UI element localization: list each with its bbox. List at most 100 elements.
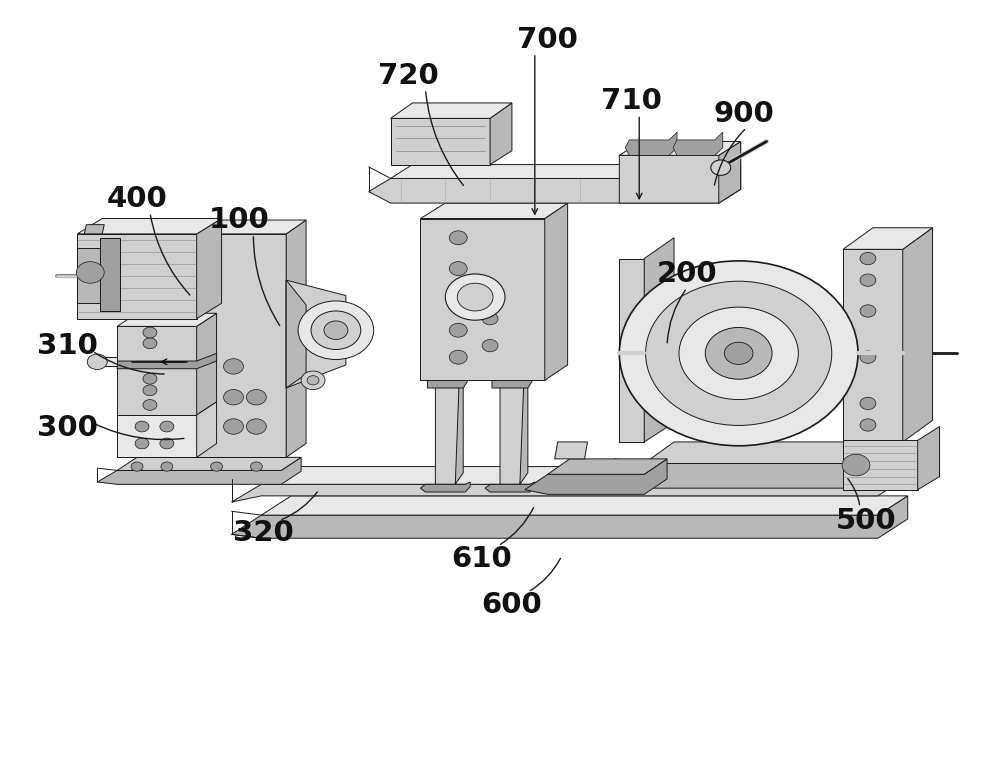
Text: 720: 720 [378, 62, 439, 90]
Text: 610: 610 [452, 545, 512, 573]
Circle shape [160, 438, 174, 449]
Polygon shape [117, 353, 217, 369]
Polygon shape [420, 219, 545, 380]
Circle shape [246, 419, 266, 435]
Circle shape [324, 321, 348, 339]
Polygon shape [261, 466, 908, 484]
Circle shape [224, 419, 243, 435]
Polygon shape [391, 103, 512, 119]
Polygon shape [100, 237, 120, 311]
Polygon shape [614, 442, 933, 488]
Circle shape [76, 262, 104, 283]
Polygon shape [77, 248, 100, 303]
Polygon shape [644, 442, 933, 463]
Text: 320: 320 [233, 519, 294, 547]
Polygon shape [525, 459, 667, 494]
Circle shape [646, 281, 832, 425]
Polygon shape [619, 141, 741, 203]
Circle shape [87, 354, 107, 369]
Polygon shape [485, 482, 535, 492]
Polygon shape [644, 237, 674, 442]
Polygon shape [490, 103, 512, 165]
Polygon shape [261, 496, 908, 515]
Polygon shape [545, 203, 568, 380]
Circle shape [301, 371, 325, 390]
Circle shape [860, 351, 876, 363]
Polygon shape [843, 441, 918, 490]
Polygon shape [117, 415, 197, 457]
Circle shape [224, 390, 243, 405]
Circle shape [449, 350, 467, 364]
Polygon shape [117, 457, 301, 470]
Circle shape [211, 462, 223, 471]
Circle shape [250, 462, 262, 471]
Text: 310: 310 [37, 331, 98, 359]
Text: 710: 710 [601, 88, 662, 116]
Circle shape [711, 160, 731, 175]
Polygon shape [197, 314, 217, 415]
Polygon shape [625, 132, 677, 155]
Polygon shape [843, 249, 903, 442]
Text: 100: 100 [209, 206, 270, 234]
Polygon shape [391, 165, 741, 178]
Circle shape [307, 376, 319, 385]
Polygon shape [197, 402, 217, 457]
Circle shape [160, 421, 174, 432]
Polygon shape [391, 119, 490, 165]
Polygon shape [286, 280, 346, 388]
Polygon shape [843, 227, 933, 249]
Circle shape [445, 274, 505, 320]
Circle shape [135, 438, 149, 449]
Polygon shape [232, 466, 908, 502]
Polygon shape [117, 327, 197, 415]
Polygon shape [719, 141, 741, 203]
Polygon shape [84, 225, 104, 234]
Circle shape [457, 283, 493, 311]
Circle shape [143, 400, 157, 411]
Circle shape [449, 262, 467, 275]
Circle shape [143, 327, 157, 338]
Circle shape [246, 390, 266, 405]
Polygon shape [500, 380, 524, 484]
Text: 200: 200 [657, 260, 717, 288]
Circle shape [161, 462, 173, 471]
Polygon shape [548, 459, 667, 474]
Text: 700: 700 [517, 26, 578, 54]
Text: 300: 300 [37, 414, 98, 442]
Circle shape [143, 338, 157, 348]
Circle shape [143, 385, 157, 396]
Polygon shape [77, 234, 197, 319]
Polygon shape [369, 165, 741, 203]
Circle shape [298, 301, 374, 359]
Polygon shape [97, 457, 301, 484]
Circle shape [724, 342, 753, 365]
Circle shape [311, 311, 361, 349]
Polygon shape [420, 203, 568, 219]
Polygon shape [455, 374, 463, 484]
Text: 600: 600 [482, 591, 542, 619]
Polygon shape [286, 280, 306, 388]
Polygon shape [619, 141, 741, 155]
Polygon shape [619, 258, 644, 442]
Circle shape [143, 373, 157, 384]
Text: 900: 900 [713, 101, 774, 129]
Circle shape [705, 327, 772, 379]
Circle shape [482, 313, 498, 325]
Polygon shape [232, 496, 908, 539]
Polygon shape [918, 427, 940, 490]
Circle shape [860, 305, 876, 317]
Circle shape [224, 359, 243, 374]
Text: 500: 500 [836, 507, 896, 535]
Polygon shape [77, 219, 222, 234]
Circle shape [449, 293, 467, 307]
Circle shape [449, 230, 467, 244]
Circle shape [679, 307, 798, 400]
Polygon shape [286, 220, 306, 457]
Polygon shape [197, 219, 222, 319]
Polygon shape [520, 374, 528, 484]
Circle shape [131, 462, 143, 471]
Text: 400: 400 [107, 185, 167, 213]
Circle shape [860, 419, 876, 431]
Circle shape [135, 421, 149, 432]
Circle shape [860, 252, 876, 265]
